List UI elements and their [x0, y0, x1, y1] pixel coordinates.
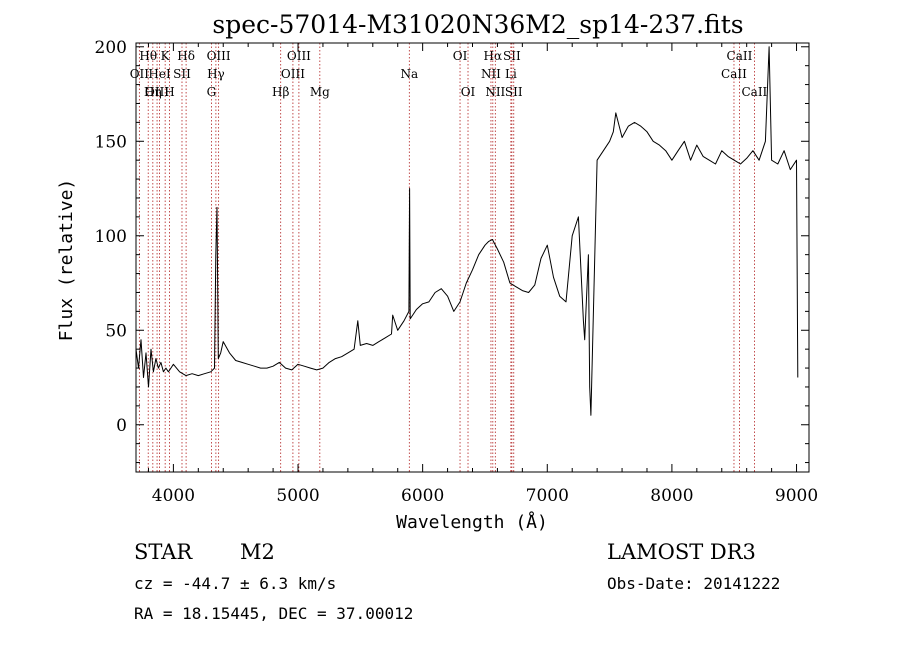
y-tick-label: 0 — [116, 416, 127, 436]
line-marker-label: Hη — [144, 85, 162, 99]
x-tick-label: 9000 — [775, 486, 818, 506]
object-class: STAR — [134, 540, 193, 564]
line-marker-label: H — [164, 85, 174, 99]
line-marker-label: Na — [400, 67, 418, 81]
line-marker-label: SII — [503, 49, 521, 63]
line-marker-label: G — [207, 85, 217, 99]
y-axis-label: Flux (relative) — [56, 179, 77, 342]
line-marker-label: CaII — [741, 85, 767, 99]
spectrum-series-line — [135, 46, 799, 416]
plot-frame — [135, 42, 810, 473]
line-marker-label: SII — [173, 67, 191, 81]
line-marker-label: K — [161, 49, 171, 63]
x-tick-label: 4000 — [152, 486, 195, 506]
chart-title: spec-57014-M31020N36M2_sp14-237.fits — [212, 10, 743, 39]
x-tick-label: 8000 — [650, 486, 693, 506]
line-marker-label: NII — [481, 67, 501, 81]
coordinates: RA = 18.15445, DEC = 37.00012 — [134, 604, 413, 623]
line-marker-label: SII — [505, 85, 523, 99]
obs-date: Obs-Date: 20141222 — [607, 574, 780, 593]
line-marker-label: Hγ — [207, 67, 225, 81]
line-marker-label: OIII — [287, 49, 311, 63]
y-tick-label: 150 — [95, 132, 127, 152]
line-marker-label: OIII — [145, 85, 169, 99]
line-marker-label: CaII — [721, 67, 747, 81]
line-marker-label: NII — [485, 85, 505, 99]
line-marker-label: OI — [453, 49, 468, 63]
y-axis-ticks: 0 50 100 150 200 — [95, 38, 809, 464]
y-tick-label: 50 — [105, 321, 127, 341]
line-marker-label: CaII — [727, 49, 753, 63]
object-subclass: M2 — [240, 540, 275, 564]
line-marker-label: OI — [461, 85, 476, 99]
x-tick-label: 7000 — [526, 486, 569, 506]
x-axis-ticks: 4000 5000 6000 7000 8000 9000 — [147, 43, 818, 506]
survey-name: LAMOST DR3 — [607, 540, 756, 564]
spectrum-plot — [135, 46, 799, 416]
line-marker-label: Li — [505, 67, 517, 81]
line-marker-label: OIII — [281, 67, 305, 81]
x-tick-label: 5000 — [276, 486, 319, 506]
y-tick-label: 200 — [95, 38, 127, 58]
line-marker-label: OII — [130, 67, 150, 81]
y-tick-label: 100 — [95, 227, 127, 247]
line-marker-label: Hθ — [139, 49, 157, 63]
line-marker-label: HeI — [148, 67, 171, 81]
line-marker-label: Hβ — [272, 85, 289, 99]
line-marker-label: OIII — [207, 49, 231, 63]
cz-value: cz = -44.7 ± 6.3 km/s — [134, 574, 336, 593]
line-marker-label: Hδ — [177, 49, 195, 63]
x-axis-label: Wavelength (Å) — [396, 511, 548, 533]
line-marker-label: Hα — [484, 49, 503, 63]
x-tick-label: 6000 — [401, 486, 444, 506]
line-marker-label: Mg — [310, 85, 330, 99]
